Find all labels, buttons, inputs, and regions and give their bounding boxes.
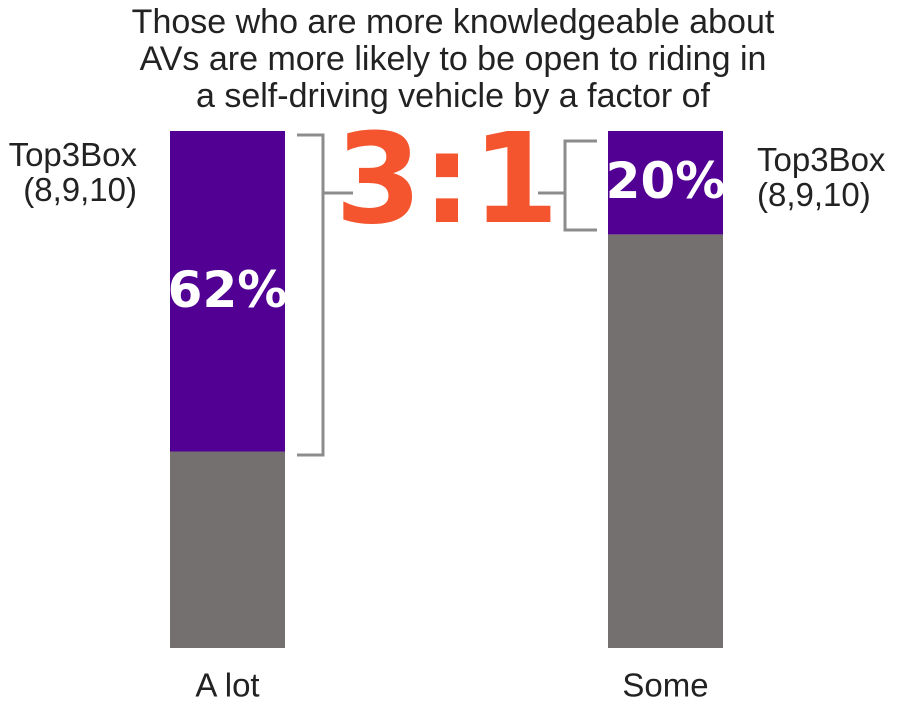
bar-segment [170,451,285,648]
bar-segment [608,234,723,648]
bracket [297,133,353,457]
value-label: 20% [606,152,726,210]
bar-segment [170,131,285,452]
value-label: 62% [168,261,288,319]
x-tick-label: A lot [195,667,259,704]
x-tick-label: Some [622,667,708,704]
chart-title: a self-driving vehicle by a factor of [196,77,711,115]
ratio-annotation: 3:1 [335,107,559,252]
bar-segment [608,131,723,235]
chart-title: AVs are more likely to be open to riding… [140,40,767,78]
chart-title: Those who are more knowledgeable about [132,3,775,41]
annotation: Top3Box (8,9,10) [8,136,137,208]
annotation: Top3Box (8,9,10) [757,141,886,213]
bracket [538,139,597,232]
